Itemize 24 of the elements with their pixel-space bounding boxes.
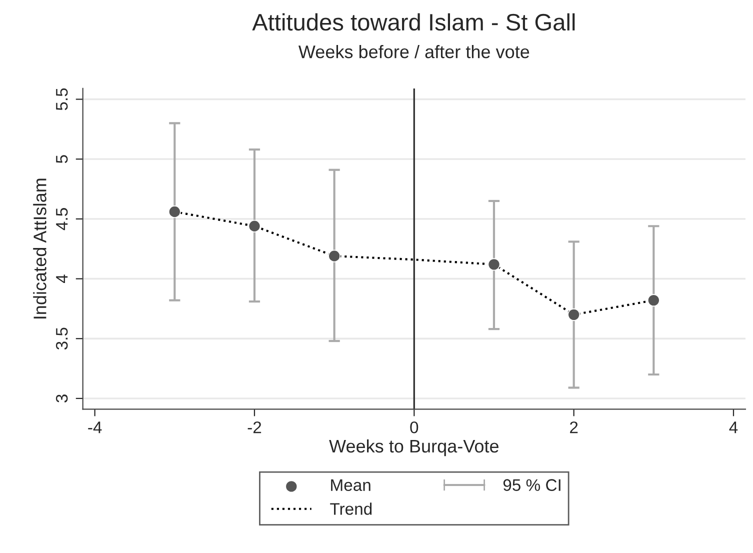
y-tick-label: 3 (56, 394, 68, 402)
y-tick-label: 5 (56, 155, 68, 164)
y-tick-label: 4.5 (56, 208, 68, 230)
x-tick-label: -4 (88, 422, 102, 434)
point (568, 308, 580, 321)
x-tick-label: 4 (729, 422, 738, 434)
point (488, 258, 500, 271)
x-tick-label: 0 (410, 421, 418, 434)
y-axis-title: Indicated AttIslam (33, 178, 46, 318)
point (168, 205, 181, 218)
legend-label: Mean (331, 479, 370, 491)
chart-subtitle: Weeks before / after the vote (298, 44, 530, 58)
x-tick-label: 2 (570, 421, 578, 434)
point (328, 250, 341, 262)
y-tick-label: 4 (56, 274, 68, 284)
text: 95 % CI (503, 479, 560, 491)
y-tick-label: 3.5 (56, 328, 68, 350)
chart-title: Attitudes toward Islam - St Gall (252, 13, 575, 31)
point (248, 220, 261, 232)
y-tick-label: 5.5 (56, 88, 68, 110)
x-axis-title: Weeks to Burqa-Vote (329, 439, 498, 456)
x-tick-label: -2 (248, 421, 262, 434)
legend-label: Trend (330, 502, 372, 515)
point (647, 294, 660, 307)
